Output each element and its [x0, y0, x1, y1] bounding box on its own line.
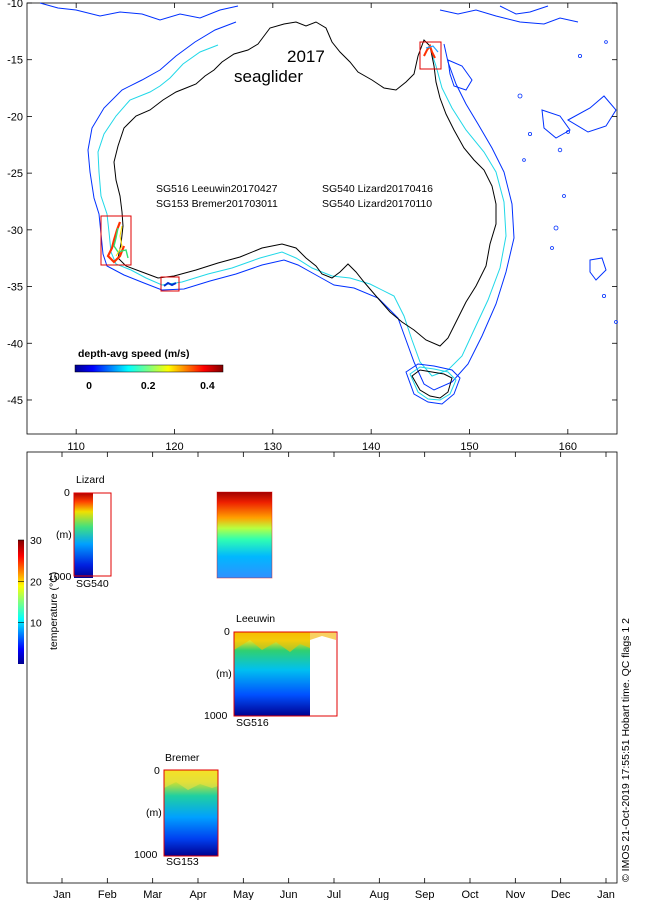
- footer-credit: © IMOS 21-Oct-2019 17:55:51 Hobart time.…: [620, 618, 632, 882]
- depth-tick-bottom: 1000: [204, 710, 228, 722]
- y-tick-label: -40: [7, 338, 23, 350]
- panel-lizard-apr-data: [217, 492, 272, 578]
- track-leeuwin-2: [113, 227, 129, 259]
- depth-unit: (m): [146, 807, 162, 819]
- mission-label: SG516 Leeuwin20170427: [156, 183, 278, 195]
- map-frame: [26, 2, 618, 435]
- month-label: Aug: [370, 889, 390, 900]
- month-label: Apr: [189, 889, 206, 900]
- coral-reefs: [517, 40, 618, 324]
- depth-unit: (m): [216, 668, 232, 680]
- depth-tick-top: 0: [224, 626, 230, 638]
- region-box-leeuwin: [100, 215, 132, 266]
- depth-tick-bottom: 1000: [48, 571, 72, 583]
- month-ticks: Jan Feb Mar Apr May Jun Jul Aug Sep Oct Nov Dec Jan: [53, 452, 615, 900]
- tasmania: [411, 369, 453, 399]
- speed-colorbar-tick-label: 0.4: [200, 380, 215, 392]
- temperature-colorbar-ticks: 10 20 30: [18, 535, 42, 630]
- temperature-tick-label: 10: [30, 618, 42, 630]
- x-tick-label: 140: [362, 441, 380, 453]
- y-tick-label: -45: [7, 395, 23, 407]
- timeline-axes: Jan Feb Mar Apr May Jun Jul Aug Sep Oct Nov Dec Jan …: [18, 451, 618, 900]
- y-tick-label: -35: [7, 282, 23, 294]
- month-label: Oct: [461, 889, 478, 900]
- panel-glider-label: SG540: [76, 578, 109, 590]
- tasmania-contour: [405, 363, 461, 405]
- panel-lizard-jan-data: [74, 493, 93, 578]
- track-bremer: [163, 281, 177, 287]
- temperature-tick-label: 20: [30, 576, 42, 588]
- month-label: Dec: [551, 889, 571, 900]
- track-leeuwin-3: [115, 225, 123, 257]
- region-box-bremer: [160, 276, 180, 292]
- map-title-year: 2017: [287, 47, 325, 66]
- panel-leeuwin: Leeuwin 0 (m) 1000 SG516: [204, 613, 338, 729]
- depth-unit: (m): [56, 529, 72, 541]
- shelf-contour: [97, 44, 507, 377]
- mission-label: SG540 Lizard20170110: [322, 198, 432, 210]
- panel-leeuwin-box: [233, 631, 338, 717]
- depth-tick-bottom: 1000: [134, 849, 158, 861]
- panel-glider-label: SG153: [166, 856, 199, 868]
- panel-title: Bremer: [165, 752, 200, 764]
- y-tick-label: -10: [7, 0, 23, 10]
- month-label: Sep: [415, 889, 435, 900]
- x-tick-label: 160: [559, 441, 577, 453]
- panel-bremer-box: [163, 769, 219, 857]
- panel-leeuwin-tail: [310, 632, 336, 640]
- speed-colorbar-tick-label: 0.2: [141, 380, 156, 392]
- map-axes: 2017 seaglider SG516 Leeuwin20170427 SG5…: [7, 0, 618, 453]
- region-box-lizard: [419, 41, 442, 70]
- temperature-tick-label: 30: [30, 535, 42, 547]
- speed-colorbar-ticks: 0 0.2 0.4: [86, 380, 215, 392]
- panel-lizard-jan: Lizard 0 (m) 1000 SG540: [48, 474, 112, 590]
- month-label: May: [233, 889, 254, 900]
- temperature-colorbar: [18, 540, 24, 664]
- region-boxes: [100, 41, 442, 292]
- y-tick-label: -30: [7, 225, 23, 237]
- y-tick-label: -25: [7, 168, 23, 180]
- deep-contour: [87, 21, 515, 391]
- month-label: Nov: [506, 889, 526, 900]
- panel-lizard-jan-box: [73, 492, 112, 577]
- panel-bremer-surface: [164, 770, 218, 790]
- panel-title: Lizard: [76, 474, 105, 486]
- x-tick-label: 110: [67, 441, 85, 453]
- month-label: Jan: [53, 889, 71, 900]
- month-label: Feb: [98, 889, 117, 900]
- panel-leeuwin-surface: [234, 632, 310, 652]
- speed-colorbar-label: depth-avg speed (m/s): [78, 348, 189, 360]
- track-lizard-2: [425, 45, 439, 53]
- speed-colorbar: [74, 364, 224, 373]
- x-tick-label: 120: [165, 441, 183, 453]
- x-tick-label: 130: [264, 441, 282, 453]
- tasmania-shelf: [409, 366, 457, 401]
- speed-colorbar-tick-label: 0: [86, 380, 92, 392]
- depth-tick-top: 0: [154, 765, 160, 777]
- mission-label: SG153 Bremer201703011: [156, 198, 278, 210]
- track-leeuwin: [106, 221, 126, 264]
- panel-bremer: Bremer 0 (m) 1000 SG153: [134, 752, 219, 868]
- northern-islands: [39, 2, 617, 281]
- y-tick-label: -20: [7, 111, 23, 123]
- month-label: Jul: [327, 889, 341, 900]
- map-title-label: seaglider: [234, 67, 303, 86]
- temperature-colorbar-label: temperature (°C): [48, 572, 60, 650]
- track-lizard: [423, 43, 436, 59]
- map-ticks: 110 120 130 140 150 160 -10 -15 -20 -25 -30 -35 -40 -…: [7, 0, 617, 453]
- x-tick-label: 150: [460, 441, 478, 453]
- timeline-frame: [26, 451, 618, 884]
- panel-lizard-apr-box: [216, 491, 273, 579]
- australia-coastline: [113, 21, 497, 347]
- depth-tick-top: 0: [64, 487, 70, 499]
- month-label: Mar: [143, 889, 162, 900]
- month-label: Jun: [280, 889, 298, 900]
- month-label: Jan: [597, 889, 615, 900]
- panel-glider-label: SG516: [236, 717, 269, 729]
- panel-lizard-apr: [216, 491, 273, 579]
- panel-title: Leeuwin: [236, 613, 275, 625]
- mission-label: SG540 Lizard20170416: [322, 183, 433, 195]
- y-tick-label: -15: [7, 55, 23, 67]
